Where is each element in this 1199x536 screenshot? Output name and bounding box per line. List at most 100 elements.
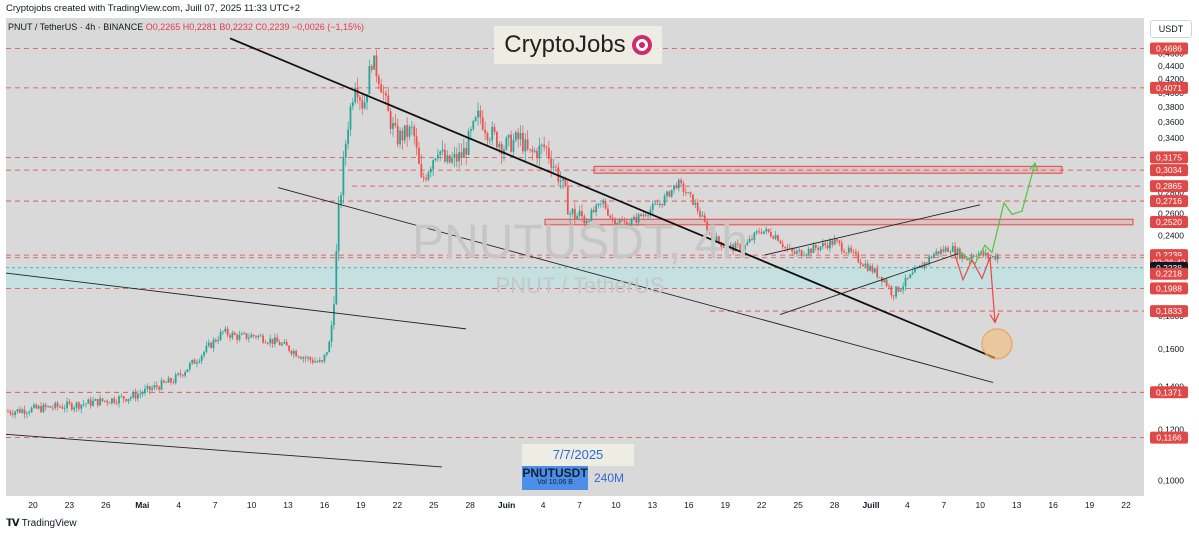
- candle-body: [432, 160, 435, 169]
- candle-body: [314, 361, 316, 363]
- candle-body: [840, 242, 843, 252]
- candle-body: [651, 204, 654, 210]
- price-label-bg: [1150, 305, 1188, 318]
- y-tick-label: 0,2400: [1158, 231, 1184, 241]
- high-value: H0,2281: [182, 22, 217, 32]
- candle-body: [798, 250, 801, 252]
- candle-body: [481, 117, 484, 130]
- candle-body: [59, 406, 61, 408]
- candle-body: [767, 229, 770, 232]
- symbol-badge-symbol: PNUTUSDT: [522, 466, 588, 480]
- candle-body: [684, 191, 687, 194]
- x-tick-label: 7: [213, 500, 218, 510]
- candle-body: [710, 232, 713, 238]
- time-axis[interactable]: [6, 496, 1144, 514]
- candle-body: [250, 334, 253, 338]
- y-tick-label: 0,4400: [1158, 61, 1184, 71]
- candle-body: [630, 219, 633, 226]
- candle-body: [895, 286, 897, 297]
- price-label-bg: [1150, 386, 1188, 399]
- low-value: B0,2232: [219, 22, 253, 32]
- candle-body: [80, 404, 83, 409]
- candle-body: [297, 356, 300, 358]
- candle-body: [375, 55, 378, 77]
- candle-body: [599, 203, 602, 205]
- candle-body: [453, 153, 456, 159]
- candle-body: [573, 208, 576, 220]
- candle-body: [847, 247, 850, 253]
- long-term-support-line: [5, 433, 443, 468]
- candle-body: [129, 397, 132, 399]
- candle-body: [859, 261, 862, 265]
- tradingview-logo[interactable]: 𝗧𝗩 TradingView: [6, 518, 77, 529]
- x-tick-label: 16: [684, 500, 694, 510]
- candle-body: [491, 126, 494, 141]
- candle-body: [623, 220, 626, 222]
- candle-body: [566, 186, 569, 215]
- candle-body: [132, 392, 135, 398]
- candle-body: [68, 401, 71, 404]
- candle-body: [876, 268, 879, 278]
- candle-body: [545, 147, 548, 148]
- candle-body: [692, 194, 694, 205]
- candle-body: [262, 335, 264, 343]
- candle-body: [670, 189, 673, 197]
- candle-body: [229, 335, 231, 338]
- x-tick-label: 4: [905, 500, 910, 510]
- candle-body: [788, 248, 791, 249]
- candle-body: [762, 231, 765, 234]
- candle-body: [177, 373, 179, 375]
- candle-body: [729, 244, 732, 246]
- currency-button[interactable]: USDT: [1150, 20, 1192, 38]
- candle-body: [755, 231, 758, 233]
- candle-body: [821, 243, 824, 247]
- candle-body: [380, 84, 383, 93]
- candle-body: [474, 117, 477, 121]
- candle-body: [217, 339, 220, 342]
- candle-body: [746, 242, 749, 246]
- price-label-bg: [1150, 431, 1188, 444]
- candle-body: [536, 150, 538, 159]
- x-tick-label: 4: [176, 500, 181, 510]
- candle-body: [578, 211, 581, 216]
- candle-body: [162, 380, 165, 383]
- candle-body: [625, 221, 628, 229]
- candle-body: [174, 374, 177, 383]
- candle-body: [510, 134, 512, 152]
- candle-body: [703, 215, 706, 222]
- candle-body: [77, 402, 80, 409]
- target-circle: [981, 328, 1013, 360]
- price-label: 0,2239: [1156, 250, 1182, 260]
- pair-label: PNUT / TetherUS · 4h · BINANCE: [8, 22, 144, 32]
- candle-body: [96, 399, 99, 406]
- candle-body: [871, 265, 874, 273]
- candle-body: [366, 94, 368, 103]
- candle-body: [786, 247, 789, 249]
- candle-body: [479, 110, 482, 118]
- candle-body: [16, 409, 19, 412]
- candle-body: [552, 166, 555, 168]
- candle-body: [642, 214, 645, 216]
- candle-body: [892, 295, 895, 297]
- candle-body: [838, 240, 841, 243]
- candle-body: [687, 192, 690, 194]
- symbol-badge-blue: PNUTUSDT Vol 10,06 B: [522, 466, 588, 490]
- candle-body: [115, 402, 118, 404]
- candle-body: [181, 374, 184, 376]
- date-label: 7/7/2025: [522, 444, 634, 466]
- candle-body: [436, 154, 439, 159]
- candle-body: [205, 345, 208, 352]
- y-tick-label: 0,3400: [1158, 133, 1184, 143]
- candle-body: [125, 399, 127, 402]
- candle-body: [576, 215, 579, 220]
- candle-body: [947, 247, 949, 252]
- candle-body: [288, 345, 290, 351]
- candle-body: [507, 134, 510, 138]
- long-term-resistance-line: [5, 272, 467, 330]
- x-tick-label: 10: [611, 500, 621, 510]
- x-tick-label: 10: [976, 500, 986, 510]
- candle-body: [193, 359, 196, 364]
- candle-body: [928, 256, 931, 263]
- candle-body: [628, 225, 631, 229]
